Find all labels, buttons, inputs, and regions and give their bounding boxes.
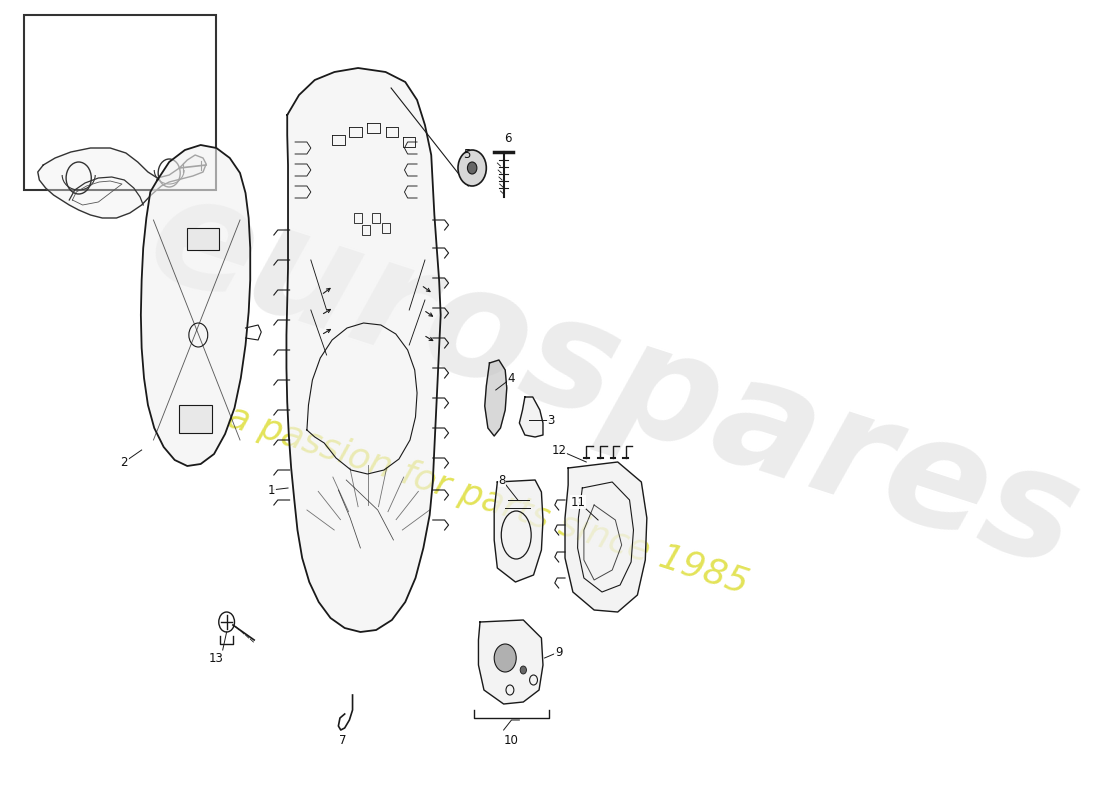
Circle shape: [520, 666, 527, 674]
Polygon shape: [494, 480, 543, 582]
Bar: [23, 15, 217, 190]
Polygon shape: [37, 148, 206, 218]
Bar: [362, 225, 370, 235]
Text: 3: 3: [547, 414, 554, 426]
Text: 11: 11: [571, 495, 586, 509]
Text: 5: 5: [463, 149, 471, 162]
Text: 12: 12: [551, 443, 566, 457]
Text: 2: 2: [121, 455, 128, 469]
Text: eurospares: eurospares: [131, 160, 1097, 600]
Bar: [354, 213, 362, 223]
Polygon shape: [478, 620, 543, 704]
Bar: [179, 405, 212, 433]
Text: 1: 1: [267, 483, 275, 497]
Polygon shape: [519, 397, 543, 437]
Text: 8: 8: [498, 474, 506, 486]
Polygon shape: [286, 68, 441, 632]
Text: 4: 4: [508, 371, 515, 385]
Text: 10: 10: [504, 734, 519, 746]
Polygon shape: [485, 360, 507, 436]
Bar: [382, 223, 389, 233]
Text: a passion for parts since 1985: a passion for parts since 1985: [223, 399, 752, 601]
Circle shape: [494, 644, 516, 672]
Bar: [372, 213, 381, 223]
Polygon shape: [565, 462, 647, 612]
Bar: [187, 228, 219, 250]
Polygon shape: [141, 145, 250, 466]
Text: 7: 7: [339, 734, 346, 746]
Text: 6: 6: [504, 131, 512, 145]
Circle shape: [458, 150, 486, 186]
Text: 13: 13: [209, 651, 223, 665]
Circle shape: [468, 162, 477, 174]
Text: 9: 9: [556, 646, 562, 658]
